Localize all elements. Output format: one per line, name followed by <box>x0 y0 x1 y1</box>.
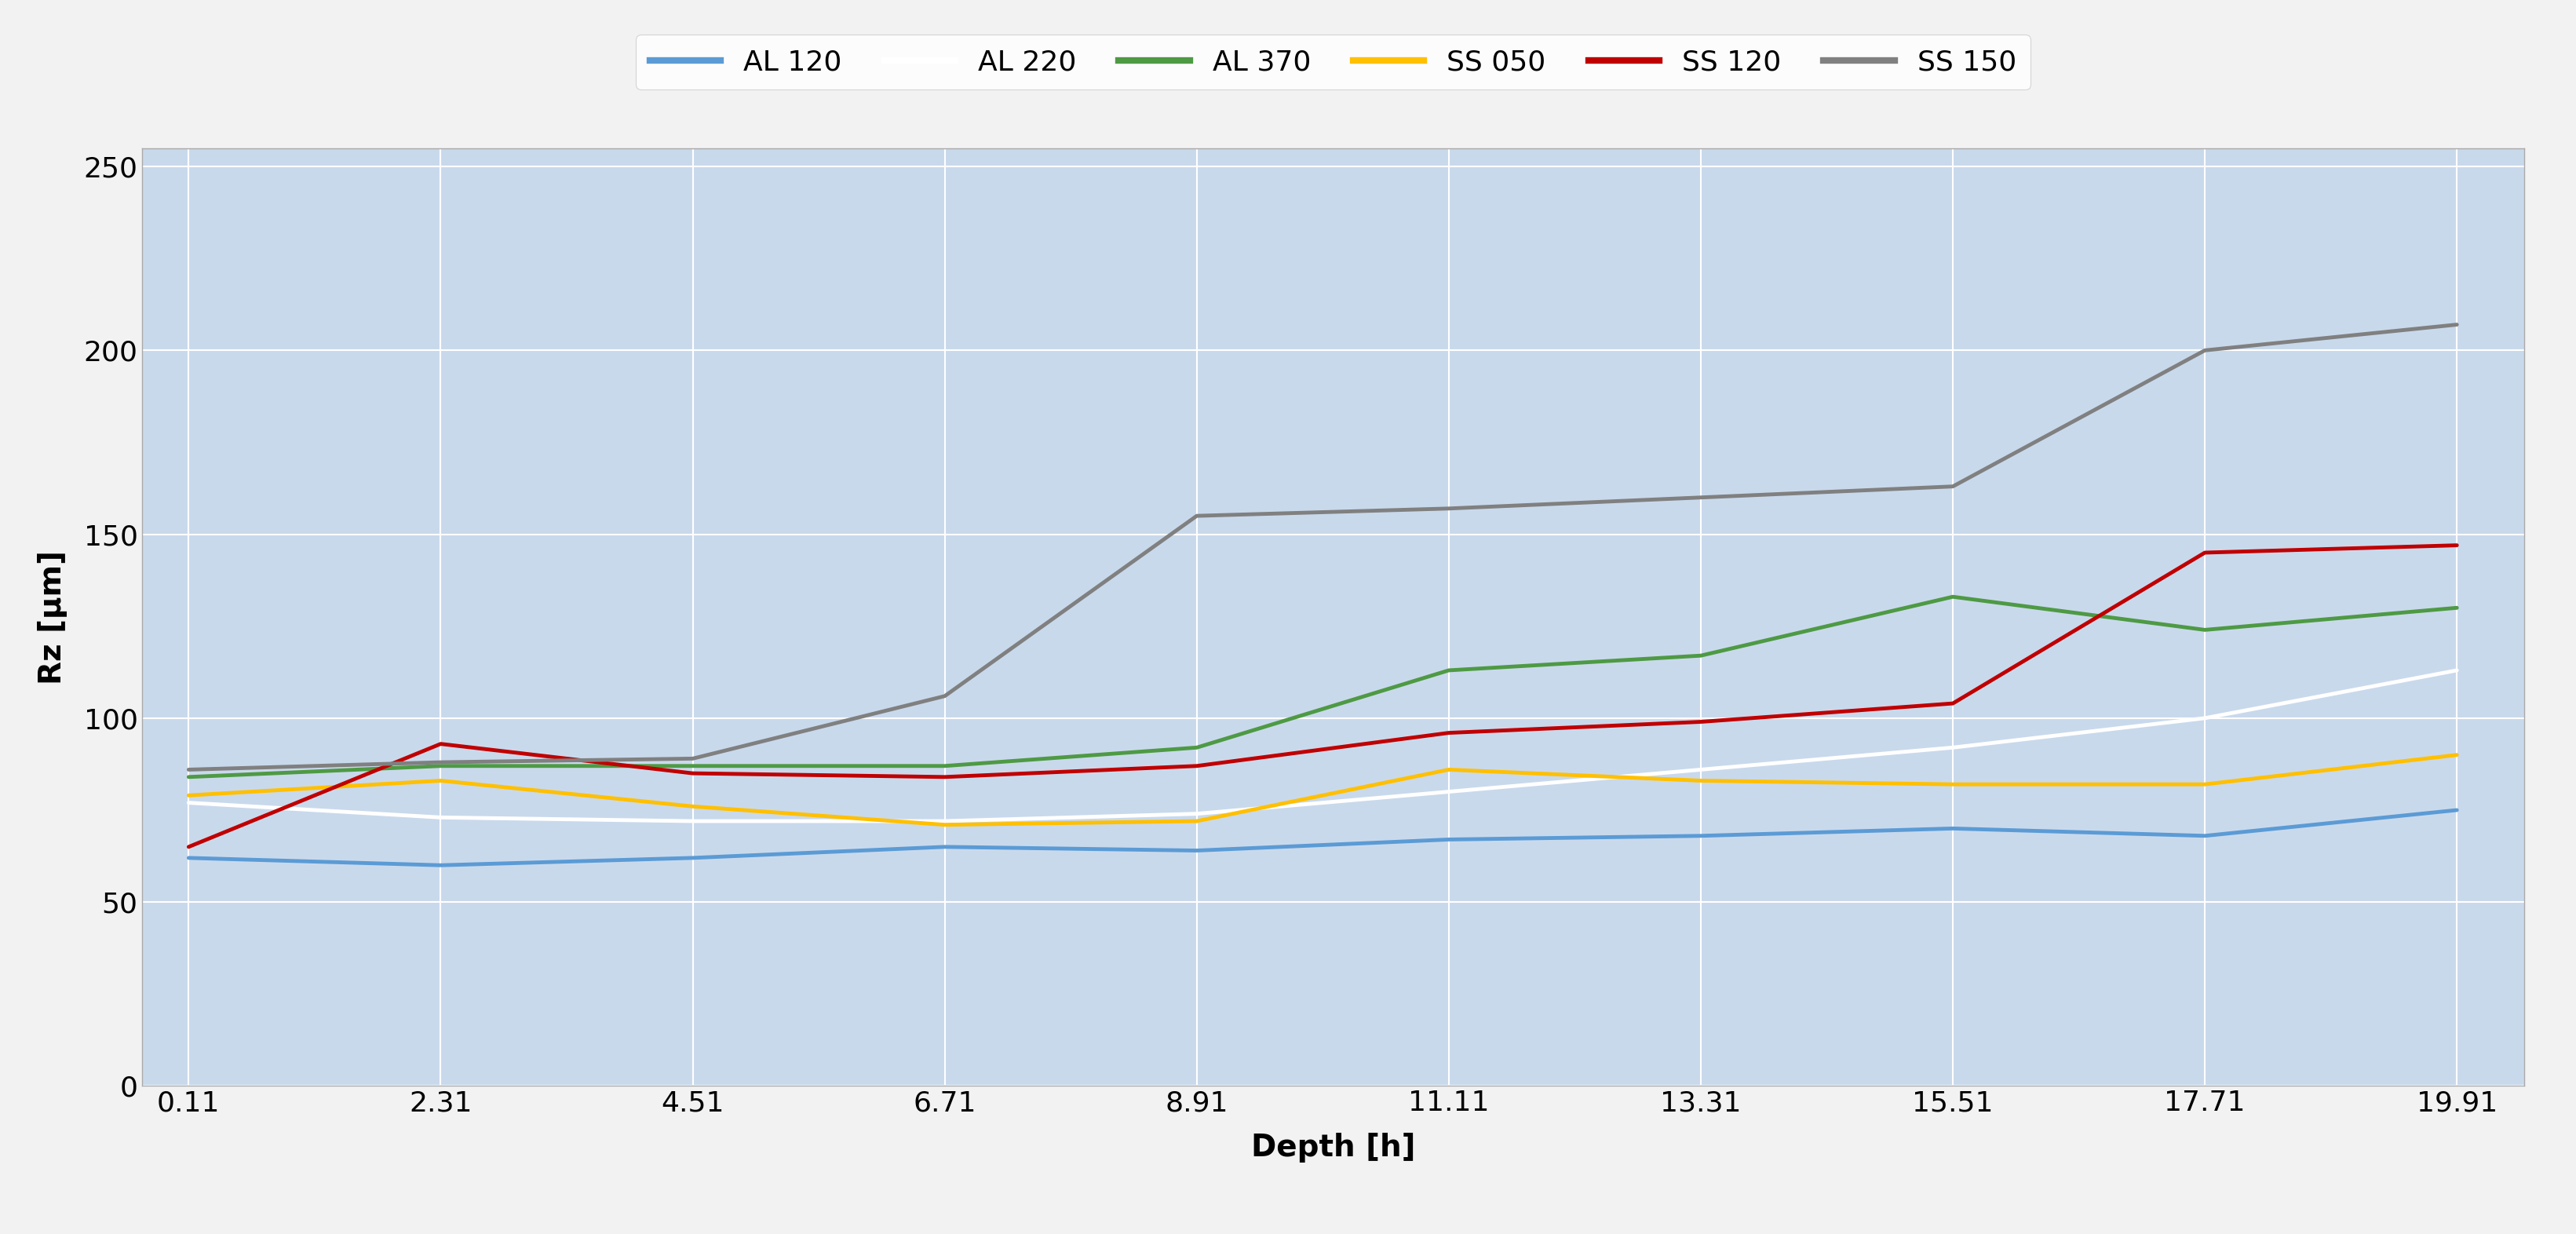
Y-axis label: Rz [μm]: Rz [μm] <box>39 550 67 684</box>
SS 150 <box>1685 490 1716 505</box>
SS 150 <box>425 755 456 770</box>
SS 120 <box>2190 545 2221 560</box>
SS 120 <box>677 766 708 781</box>
AL 220 <box>1937 740 1968 755</box>
AL 370 <box>173 770 204 785</box>
SS 120 <box>425 737 456 752</box>
SS 150 <box>2442 317 2473 332</box>
SS 120 <box>1182 759 1213 774</box>
AL 220 <box>425 810 456 824</box>
SS 150 <box>1937 479 1968 494</box>
AL 220 <box>1685 763 1716 777</box>
SS 050 <box>2190 777 2221 792</box>
SS 050 <box>930 817 961 832</box>
SS 150 <box>930 689 961 703</box>
SS 150 <box>2190 343 2221 358</box>
SS 120 <box>1937 696 1968 711</box>
Line: SS 120: SS 120 <box>188 545 2458 847</box>
SS 120 <box>1685 714 1716 729</box>
AL 370 <box>1937 590 1968 605</box>
SS 050 <box>677 798 708 813</box>
AL 370 <box>1432 663 1463 677</box>
AL 370 <box>2442 601 2473 616</box>
AL 120 <box>1937 821 1968 835</box>
SS 050 <box>1937 777 1968 792</box>
AL 120 <box>2190 828 2221 843</box>
Line: AL 370: AL 370 <box>188 597 2458 777</box>
SS 150 <box>677 752 708 766</box>
AL 120 <box>1432 832 1463 847</box>
SS 120 <box>1432 726 1463 740</box>
AL 120 <box>1685 828 1716 843</box>
AL 370 <box>930 759 961 774</box>
SS 120 <box>2442 538 2473 553</box>
SS 120 <box>173 839 204 854</box>
SS 150 <box>1432 501 1463 516</box>
AL 220 <box>1432 785 1463 800</box>
AL 120 <box>677 850 708 865</box>
Line: AL 120: AL 120 <box>188 810 2458 865</box>
AL 220 <box>2442 663 2473 677</box>
AL 120 <box>425 858 456 872</box>
AL 120 <box>2442 802 2473 817</box>
SS 120 <box>930 770 961 785</box>
AL 220 <box>1182 806 1213 821</box>
SS 050 <box>425 774 456 789</box>
Legend: AL 120, AL 220, AL 370, SS 050, SS 120, SS 150: AL 120, AL 220, AL 370, SS 050, SS 120, … <box>636 35 2030 90</box>
Line: AL 220: AL 220 <box>188 670 2458 821</box>
SS 150 <box>173 763 204 777</box>
AL 370 <box>1685 648 1716 663</box>
SS 050 <box>2442 748 2473 763</box>
AL 370 <box>2190 622 2221 637</box>
AL 220 <box>677 813 708 828</box>
AL 120 <box>1182 843 1213 858</box>
SS 050 <box>173 789 204 803</box>
AL 120 <box>173 850 204 865</box>
AL 220 <box>2190 711 2221 726</box>
AL 220 <box>173 796 204 811</box>
AL 370 <box>425 759 456 774</box>
AL 370 <box>677 759 708 774</box>
SS 050 <box>1182 813 1213 828</box>
AL 120 <box>930 839 961 854</box>
Line: SS 050: SS 050 <box>188 755 2458 824</box>
SS 050 <box>1685 774 1716 789</box>
Line: SS 150: SS 150 <box>188 325 2458 770</box>
SS 050 <box>1432 763 1463 777</box>
SS 150 <box>1182 508 1213 523</box>
AL 370 <box>1182 740 1213 755</box>
AL 220 <box>930 813 961 828</box>
X-axis label: Depth [h]: Depth [h] <box>1252 1133 1414 1162</box>
